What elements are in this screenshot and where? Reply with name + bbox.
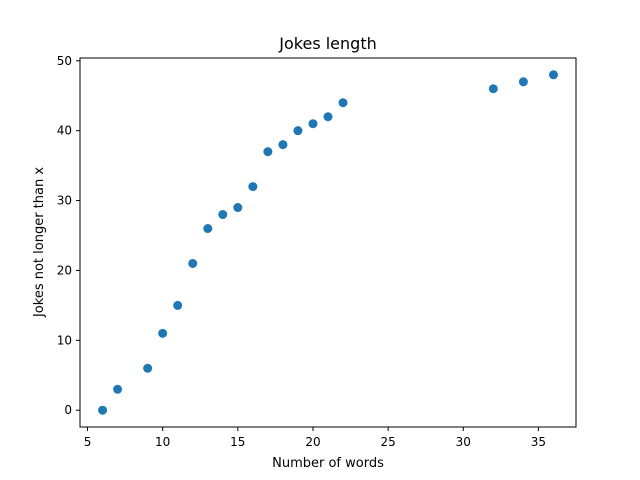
data-point: [188, 258, 198, 268]
data-point: [173, 300, 183, 310]
y-tick-label: 50: [57, 54, 72, 68]
x-tick-label: 35: [531, 435, 546, 449]
x-tick-label: 10: [155, 435, 170, 449]
y-axis-label: Jokes not longer than x: [32, 167, 47, 318]
data-point: [548, 70, 558, 80]
x-axis-ticks: 5 10 15 20 25 30 35: [84, 427, 546, 449]
x-tick-label: 30: [456, 435, 471, 449]
data-point: [278, 140, 288, 150]
data-point: [488, 84, 498, 94]
y-tick-label: 20: [57, 263, 72, 277]
data-point: [308, 119, 318, 129]
chart-title: Jokes length: [278, 34, 376, 53]
data-point: [158, 328, 168, 338]
x-axis-label: Number of words: [272, 456, 384, 471]
data-point: [98, 405, 108, 415]
y-tick-label: 30: [57, 194, 72, 208]
data-point: [113, 384, 123, 394]
data-points: [98, 70, 558, 415]
data-point: [143, 363, 153, 373]
data-point: [203, 224, 213, 234]
x-tick-label: 20: [305, 435, 320, 449]
data-point: [218, 210, 228, 220]
y-tick-label: 10: [57, 333, 72, 347]
data-point: [323, 112, 333, 122]
y-tick-label: 0: [64, 403, 72, 417]
data-point: [233, 203, 243, 213]
x-tick-label: 15: [230, 435, 245, 449]
plot-area-frame: [79, 57, 577, 428]
data-point: [293, 126, 303, 136]
y-tick-label: 40: [57, 124, 72, 138]
data-point: [338, 98, 348, 108]
x-tick-label: 5: [84, 435, 92, 449]
data-point: [248, 182, 258, 192]
data-point: [518, 77, 528, 87]
data-point: [263, 147, 273, 157]
y-axis-ticks: 0 10 20 30 40 50: [57, 54, 80, 417]
x-tick-label: 25: [380, 435, 395, 449]
